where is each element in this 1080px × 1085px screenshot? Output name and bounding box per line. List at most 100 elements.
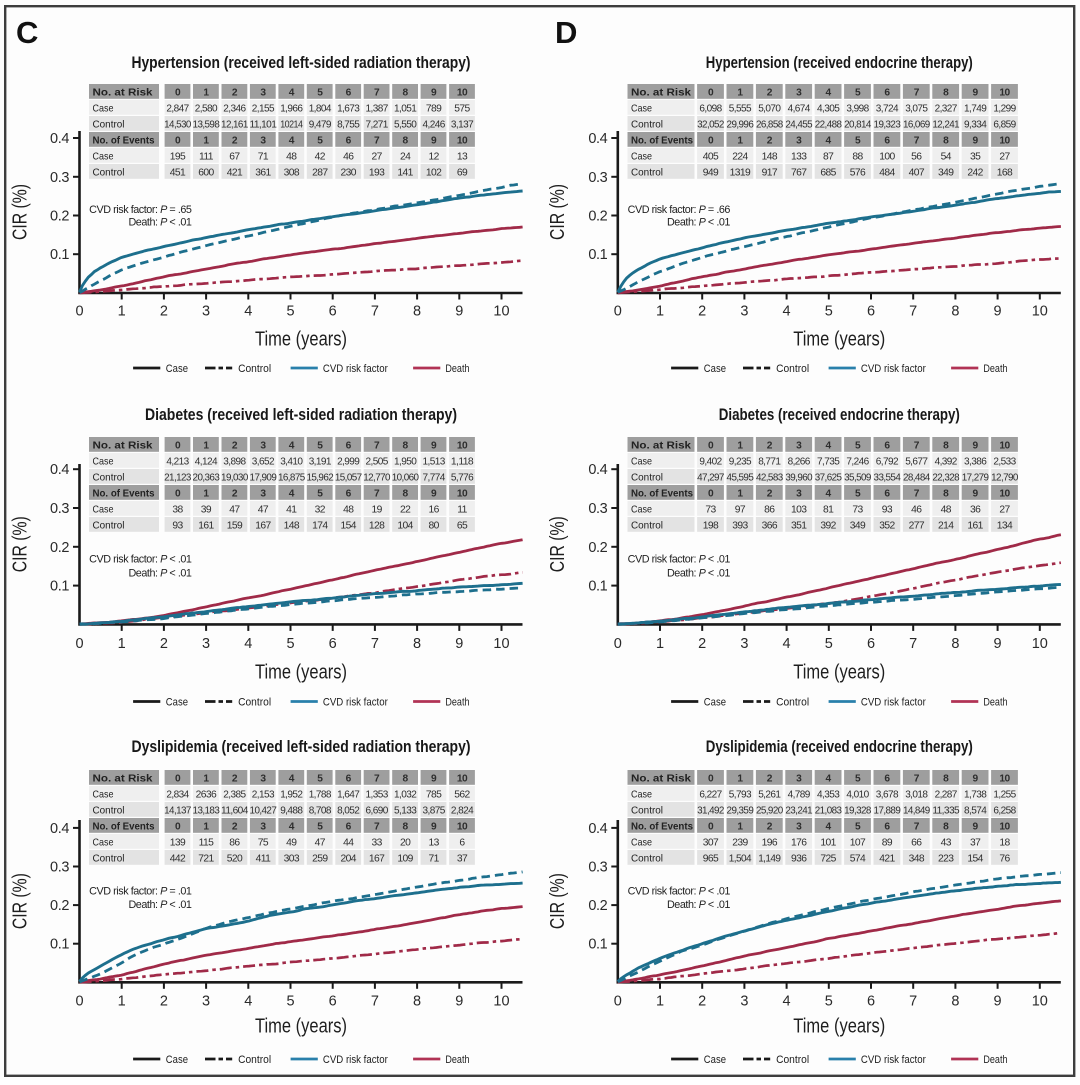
svg-text:1: 1: [203, 773, 209, 784]
svg-text:Death: P < .01: Death: P < .01: [128, 217, 191, 229]
svg-text:6: 6: [884, 488, 890, 499]
svg-text:49: 49: [286, 837, 297, 848]
svg-text:287: 287: [312, 167, 328, 178]
svg-text:1: 1: [737, 488, 743, 499]
svg-text:9,488: 9,488: [280, 805, 303, 816]
svg-text:Control: Control: [93, 853, 125, 864]
svg-text:Time (years): Time (years): [793, 661, 885, 684]
svg-text:69: 69: [457, 167, 468, 178]
svg-text:5,677: 5,677: [905, 456, 928, 467]
svg-text:No. of Events: No. of Events: [93, 488, 155, 499]
svg-text:0: 0: [708, 821, 714, 832]
svg-text:4,010: 4,010: [846, 789, 869, 800]
svg-text:27: 27: [999, 504, 1010, 515]
svg-text:22,328: 22,328: [932, 472, 960, 483]
svg-text:13,598: 13,598: [193, 119, 221, 130]
svg-text:48: 48: [343, 504, 354, 515]
svg-text:5: 5: [825, 636, 833, 652]
svg-text:88: 88: [852, 151, 863, 162]
svg-text:8,771: 8,771: [758, 456, 781, 467]
svg-text:Control: Control: [631, 472, 663, 483]
svg-text:Death: P < .01: Death: P < .01: [667, 899, 730, 911]
svg-text:2,346: 2,346: [223, 103, 246, 114]
svg-text:5: 5: [286, 994, 294, 1010]
svg-text:6: 6: [884, 135, 890, 146]
svg-text:0.2: 0.2: [50, 209, 69, 225]
svg-text:9,334: 9,334: [964, 119, 987, 130]
svg-text:10: 10: [999, 821, 1010, 832]
svg-text:161: 161: [198, 520, 214, 531]
svg-text:11,101: 11,101: [250, 119, 278, 130]
svg-text:7: 7: [371, 304, 379, 320]
svg-text:2: 2: [767, 87, 773, 98]
svg-text:352: 352: [879, 520, 895, 531]
svg-text:4: 4: [289, 87, 295, 98]
svg-text:6,792: 6,792: [876, 456, 899, 467]
svg-text:348: 348: [909, 853, 925, 864]
svg-text:22,488: 22,488: [815, 119, 843, 130]
svg-text:Hypertension (received endocri: Hypertension (received endocrine therapy…: [706, 54, 973, 72]
svg-text:42: 42: [315, 151, 326, 162]
svg-text:CVD risk factor: CVD risk factor: [323, 697, 388, 709]
svg-text:Time (years): Time (years): [793, 1015, 885, 1038]
svg-text:44: 44: [343, 837, 354, 848]
svg-text:2,834: 2,834: [166, 789, 189, 800]
svg-text:15,057: 15,057: [335, 472, 363, 483]
svg-text:14,849: 14,849: [903, 805, 931, 816]
svg-text:16,875: 16,875: [278, 472, 306, 483]
svg-text:574: 574: [850, 853, 866, 864]
svg-text:204: 204: [341, 853, 357, 864]
svg-text:2: 2: [767, 773, 773, 784]
svg-text:8: 8: [413, 304, 421, 320]
svg-text:21,123: 21,123: [164, 472, 192, 483]
svg-text:10: 10: [1032, 304, 1048, 320]
svg-text:7: 7: [909, 636, 917, 652]
svg-text:22: 22: [400, 504, 411, 515]
svg-text:3: 3: [202, 994, 210, 1010]
svg-text:8: 8: [403, 87, 409, 98]
svg-text:8: 8: [413, 994, 421, 1010]
svg-text:6,859: 6,859: [993, 119, 1016, 130]
svg-text:115: 115: [199, 837, 214, 848]
svg-text:4,305: 4,305: [817, 103, 840, 114]
svg-text:38: 38: [172, 504, 183, 515]
svg-text:17,889: 17,889: [874, 805, 902, 816]
svg-text:5: 5: [317, 821, 323, 832]
svg-text:0: 0: [75, 304, 83, 320]
svg-text:349: 349: [938, 167, 954, 178]
svg-text:CVD risk factor: P = .01: CVD risk factor: P = .01: [89, 886, 192, 898]
svg-text:Control: Control: [93, 119, 125, 130]
svg-text:42,583: 42,583: [756, 472, 784, 483]
svg-text:8,574: 8,574: [964, 805, 987, 816]
svg-text:2,824: 2,824: [451, 805, 474, 816]
svg-text:25,920: 25,920: [756, 805, 784, 816]
svg-text:8,755: 8,755: [337, 119, 360, 130]
svg-text:7: 7: [914, 488, 920, 499]
svg-text:8: 8: [403, 821, 409, 832]
svg-text:1,353: 1,353: [366, 789, 389, 800]
svg-text:6,690: 6,690: [366, 805, 389, 816]
svg-text:1,032: 1,032: [394, 789, 417, 800]
svg-text:7: 7: [374, 821, 380, 832]
svg-text:5: 5: [317, 135, 323, 146]
svg-text:Case: Case: [166, 697, 188, 709]
svg-text:0: 0: [708, 135, 714, 146]
svg-text:24: 24: [400, 151, 411, 162]
svg-text:6: 6: [867, 304, 875, 320]
svg-text:71: 71: [428, 853, 439, 864]
svg-text:154: 154: [967, 853, 983, 864]
svg-text:7,735: 7,735: [817, 456, 840, 467]
svg-text:0: 0: [708, 440, 714, 451]
svg-text:4: 4: [244, 636, 252, 652]
svg-text:47: 47: [315, 837, 326, 848]
svg-text:Death: Death: [983, 1054, 1007, 1066]
svg-text:5: 5: [286, 636, 294, 652]
svg-text:19,323: 19,323: [874, 119, 902, 130]
svg-text:1: 1: [656, 994, 664, 1010]
svg-text:86: 86: [764, 504, 775, 515]
svg-text:303: 303: [284, 853, 300, 864]
svg-text:2,533: 2,533: [993, 456, 1016, 467]
svg-text:73: 73: [705, 504, 716, 515]
svg-text:Case: Case: [166, 1054, 188, 1066]
svg-text:5,261: 5,261: [758, 789, 781, 800]
